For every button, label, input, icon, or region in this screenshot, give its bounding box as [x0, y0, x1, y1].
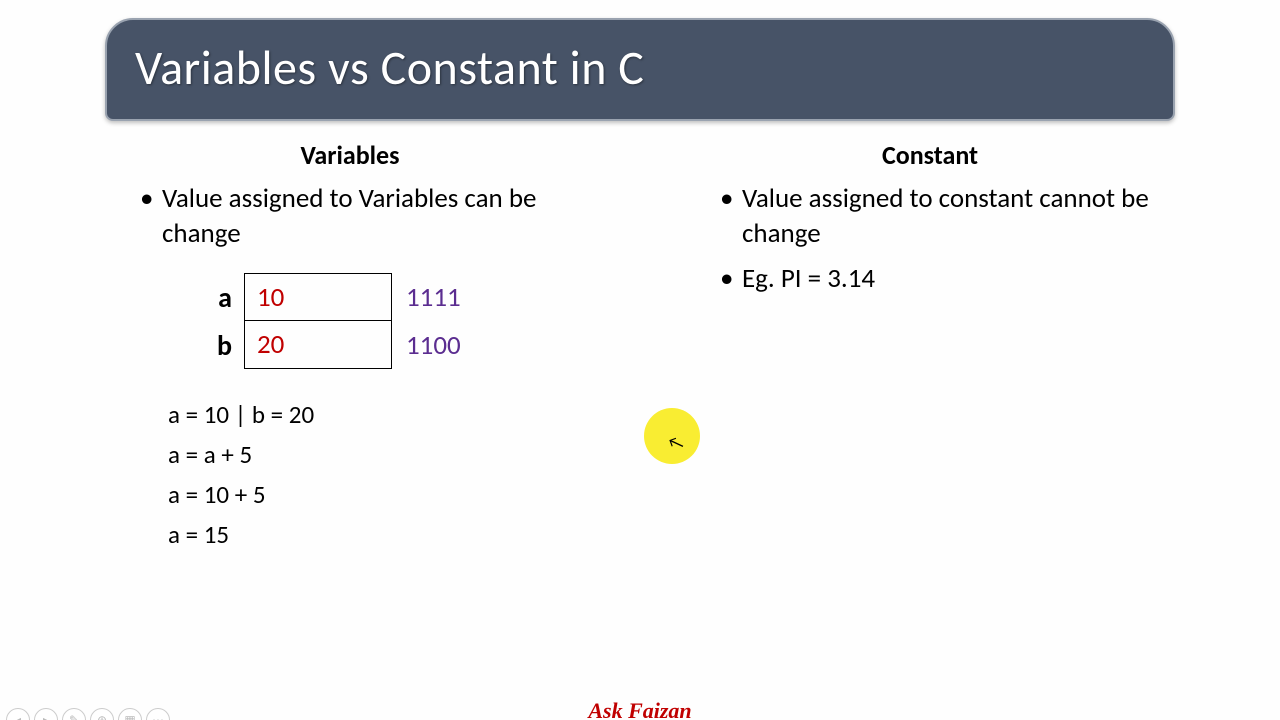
- var-a-label: a: [200, 280, 244, 315]
- constant-column: Constant Value assigned to constant cann…: [640, 139, 1220, 555]
- menu-icon[interactable]: ⋯: [146, 708, 170, 720]
- code-line-1: a = 10 | b = 20: [168, 395, 620, 435]
- constant-bullet-1: Value assigned to constant cannot be cha…: [720, 181, 1200, 251]
- slide-title: Variables vs Constant in C: [135, 38, 1145, 97]
- var-b-address: 1100: [392, 329, 461, 362]
- variables-bullet-1: Value assigned to Variables can be chang…: [140, 181, 620, 251]
- var-a-value: 10: [244, 273, 392, 321]
- var-b-label: b: [200, 328, 244, 363]
- constant-heading: Constant: [660, 139, 1200, 171]
- table-row: a 10 1111: [200, 273, 620, 321]
- code-line-2: a = a + 5: [168, 435, 620, 475]
- brand-footer: Ask Faizan: [0, 698, 1280, 720]
- code-line-4: a = 15: [168, 515, 620, 555]
- content-columns: Variables Value assigned to Variables ca…: [0, 121, 1280, 555]
- var-a-address: 1111: [392, 281, 461, 314]
- title-bar: Variables vs Constant in C: [105, 18, 1175, 121]
- code-lines: a = 10 | b = 20 a = a + 5 a = 10 + 5 a =…: [168, 395, 620, 555]
- variables-column: Variables Value assigned to Variables ca…: [60, 139, 640, 555]
- pen-icon[interactable]: ✎: [62, 708, 86, 720]
- variable-table: a 10 1111 b 20 1100: [200, 273, 620, 369]
- prev-icon[interactable]: ◂: [6, 708, 30, 720]
- var-b-value: 20: [244, 321, 392, 369]
- grid-icon[interactable]: ▦: [118, 708, 142, 720]
- table-row: b 20 1100: [200, 321, 620, 369]
- constant-bullet-2: Eg. PI = 3.14: [720, 261, 1200, 296]
- next-icon[interactable]: ▸: [34, 708, 58, 720]
- code-line-3: a = 10 + 5: [168, 475, 620, 515]
- zoom-icon[interactable]: ⊕: [90, 708, 114, 720]
- variables-heading: Variables: [80, 139, 620, 171]
- variables-bullets: Value assigned to Variables can be chang…: [80, 181, 620, 251]
- constant-bullets: Value assigned to constant cannot be cha…: [660, 181, 1200, 296]
- presenter-nav: ◂ ▸ ✎ ⊕ ▦ ⋯: [6, 708, 170, 720]
- slide: Variables vs Constant in C Variables Val…: [0, 18, 1280, 720]
